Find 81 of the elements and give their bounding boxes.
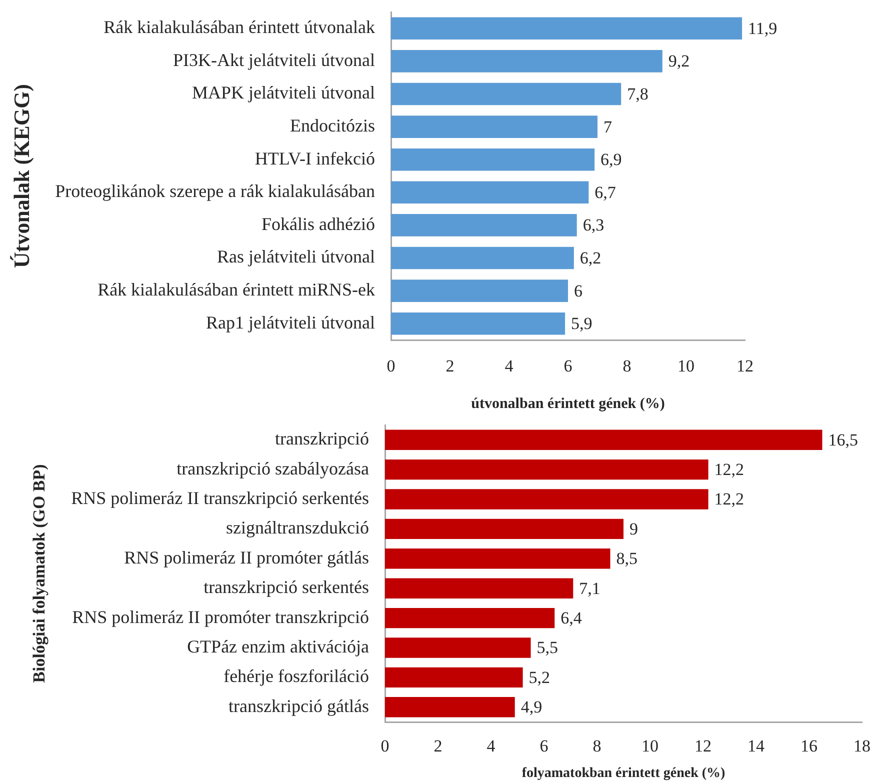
y-tick-label: transzkripció [275,428,369,449]
x-tick-label: 8 [592,736,602,756]
data-label: 5,9 [571,314,592,334]
bar [385,489,708,510]
data-label: 6,4 [560,608,582,628]
bar [391,312,566,335]
data-label: 4,9 [520,698,542,717]
x-tick-label: 8 [622,356,632,376]
x-tick-label: 6 [540,736,548,756]
y-tick-label: Ras jelátviteli útvonal [217,246,375,267]
y-tick-label: Rák kialakulásában érintett miRNS-ek [98,280,375,300]
bar [391,82,622,106]
y-tick-label: PI3K-Akt jelátviteli útvonal [173,50,375,70]
x-tick-label: 0 [380,736,390,756]
x-axis-title: útvonalban érintett gének (%) [471,396,665,412]
x-tick-label: 2 [446,356,454,376]
data-label: 7,8 [627,84,648,104]
data-label: 6 [574,281,582,300]
x-tick-label: 18 [854,736,870,756]
bar [385,518,624,540]
bar [385,578,574,598]
bar [391,280,568,302]
bar [385,548,610,569]
data-label: 11,9 [748,18,778,38]
bar [385,697,515,718]
bar [385,638,531,658]
data-label: 5,2 [528,668,550,687]
y-tick-label: GTPáz enzim aktivációja [187,636,369,656]
data-label: 9,2 [668,52,690,71]
bar [391,50,662,72]
y-tick-label: MAPK jelátviteli útvonal [192,82,375,103]
y-tick-label: Rák kialakulásában érintett útvonalak [104,17,375,38]
bar [391,246,574,270]
data-label: 12,2 [714,460,744,480]
bar [391,181,589,204]
y-tick-label: transzkripció szabályozása [176,458,369,478]
data-label: 6,2 [580,248,602,268]
bar [385,459,708,480]
x-tick-label: 0 [386,356,396,376]
data-label: 6,7 [594,182,616,202]
data-label: 16,5 [828,430,858,450]
x-tick-label: 6 [564,356,572,376]
x-tick-label: 12 [694,736,712,756]
x-tick-label: 2 [434,736,442,756]
y-tick-label: fehérje foszforiláció [224,666,369,686]
bar [385,430,822,450]
y-tick-label: RNS polimeráz II transzkripció serkentés [71,488,369,508]
data-label: 12,2 [714,490,744,509]
bar [391,148,595,171]
x-tick-label: 14 [748,736,765,756]
y-tick-label: Endocitózis [290,116,375,136]
x-axis-title: folyamatokban érintett gének (%) [522,766,726,782]
data-label: 6,9 [600,150,622,170]
data-label: 5,5 [536,638,558,658]
x-tick-label: 10 [642,736,658,756]
data-label: 8,5 [616,549,638,568]
x-tick-label: 12 [736,356,754,376]
y-tick-label: transzkripció serkentés [204,577,369,598]
bar [391,214,577,236]
y-tick-label: Fokális adhézió [262,214,375,234]
x-tick-label: 16 [800,736,818,756]
data-label: 6,3 [582,216,604,235]
y-tick-label: HTLV-I infekció [254,148,375,168]
data-label: 7 [604,117,612,136]
bar [391,17,742,40]
y-tick-label: szignáltranszdukció [226,518,369,538]
x-tick-label: 4 [504,356,514,376]
data-label: 9 [630,519,638,538]
y-tick-label: Proteoglikánok szerepe a rák kialakulásában [55,181,375,202]
bar [385,667,523,688]
bar [385,608,555,628]
bar [391,116,598,138]
y-tick-label: RNS polimeráz II promóter gátlás [124,547,369,568]
y-axis-title: Útvonalak (KEGG) [8,84,34,268]
y-tick-label: transzkripció gátlás [228,696,369,716]
y-tick-label: RNS polimeráz II promóter transzkripció [72,606,369,627]
x-tick-label: 10 [678,356,694,376]
y-tick-label: Rap1 jelátviteli útvonal [206,312,375,332]
data-label: 7,1 [579,578,600,598]
y-axis-title: Biológiai folyamatok (GO BP) [30,464,49,683]
x-tick-label: 4 [486,736,496,756]
